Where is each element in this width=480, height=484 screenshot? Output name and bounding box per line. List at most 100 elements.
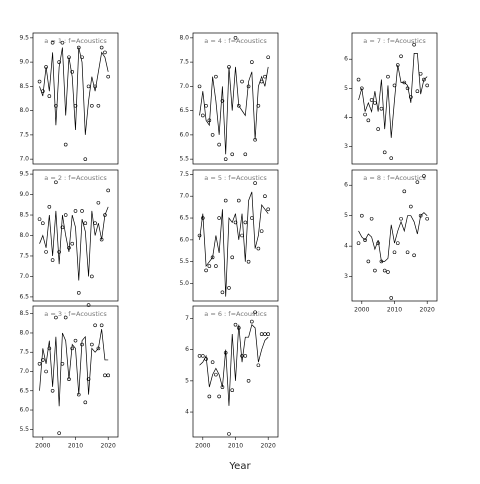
point <box>223 198 228 203</box>
point <box>90 274 94 279</box>
y-tick-label: 8.0 <box>19 232 29 239</box>
y-tick-label: 8.5 <box>19 83 29 90</box>
point <box>376 127 380 131</box>
point <box>60 361 65 366</box>
y-tick-label: 7.0 <box>179 193 189 200</box>
point <box>405 86 410 91</box>
point <box>44 250 48 254</box>
point <box>106 188 110 193</box>
point <box>220 99 225 103</box>
point <box>253 137 257 142</box>
y-tick-label: 5.5 <box>19 426 29 433</box>
panel-frame <box>192 32 279 165</box>
y-tick-label: 5 <box>344 212 348 219</box>
point <box>41 358 45 362</box>
point <box>57 60 61 64</box>
x-tick-label: 2000 <box>195 443 210 450</box>
point <box>67 245 71 250</box>
point <box>422 174 426 178</box>
point <box>223 350 228 355</box>
point <box>70 241 75 246</box>
y-tick-label: 3 <box>344 273 348 280</box>
point <box>201 216 205 220</box>
point <box>103 213 107 217</box>
point <box>263 194 267 198</box>
y-tick-label: 4 <box>344 243 348 250</box>
point <box>83 400 88 405</box>
y-tick-label: 9.5 <box>19 34 29 41</box>
point <box>246 84 251 89</box>
y-tick-label: 5 <box>185 377 189 384</box>
y-tick-label: 9.5 <box>19 171 29 178</box>
point <box>73 209 78 213</box>
point <box>230 152 235 157</box>
y-tick-label: 3 <box>344 143 348 150</box>
point <box>106 373 110 378</box>
point <box>240 79 244 84</box>
x-tick-label: 2020 <box>101 443 116 450</box>
point <box>63 142 68 147</box>
y-tick-label: 6 <box>344 56 348 63</box>
point <box>425 216 429 221</box>
point <box>253 181 257 185</box>
point <box>250 60 254 64</box>
point <box>99 237 104 242</box>
x-tick-label: 2000 <box>35 443 50 450</box>
point <box>96 346 101 351</box>
point <box>360 86 364 91</box>
point <box>415 89 420 94</box>
point <box>93 84 97 89</box>
point <box>54 180 58 185</box>
point <box>392 83 397 88</box>
point <box>63 315 68 320</box>
point <box>369 98 374 102</box>
point <box>230 388 235 393</box>
point <box>73 103 78 108</box>
panel-title: a = 2 : f=Acoustics <box>44 174 107 182</box>
x-tick-label: 2010 <box>228 443 243 450</box>
point <box>54 103 58 108</box>
point <box>57 250 61 254</box>
point <box>37 361 42 366</box>
y-tick-label: 8.0 <box>19 107 29 114</box>
point <box>363 112 367 117</box>
point <box>363 238 367 242</box>
point <box>103 50 107 55</box>
y-tick-label: 5.5 <box>179 258 189 265</box>
point <box>236 103 241 108</box>
point <box>379 259 384 264</box>
point <box>76 45 81 50</box>
point <box>259 79 264 84</box>
trend-line <box>39 329 109 407</box>
point <box>402 80 407 85</box>
point <box>80 55 84 60</box>
point <box>80 342 84 347</box>
point <box>256 246 261 251</box>
point <box>395 241 400 245</box>
point <box>227 65 231 69</box>
trend-line <box>199 66 269 155</box>
point <box>233 322 238 327</box>
point <box>386 74 390 79</box>
x-tick-label: 2020 <box>420 307 435 314</box>
point <box>99 45 104 50</box>
point <box>197 233 202 238</box>
y-tick-label: 8.0 <box>19 329 29 336</box>
point <box>217 142 221 147</box>
trend-line <box>39 47 109 135</box>
point <box>399 54 403 59</box>
point <box>106 74 110 79</box>
point <box>246 379 251 383</box>
point <box>67 377 71 382</box>
point <box>422 77 426 82</box>
point <box>201 113 205 118</box>
point <box>376 241 380 245</box>
point <box>392 250 397 255</box>
point <box>259 229 264 233</box>
y-tick-label: 5 <box>344 85 348 92</box>
y-tick-label: 7.0 <box>19 273 29 280</box>
y-tick-label: 4 <box>185 409 189 416</box>
panel-title: a = 7 : f=Acoustics <box>363 37 426 45</box>
point <box>425 83 429 88</box>
